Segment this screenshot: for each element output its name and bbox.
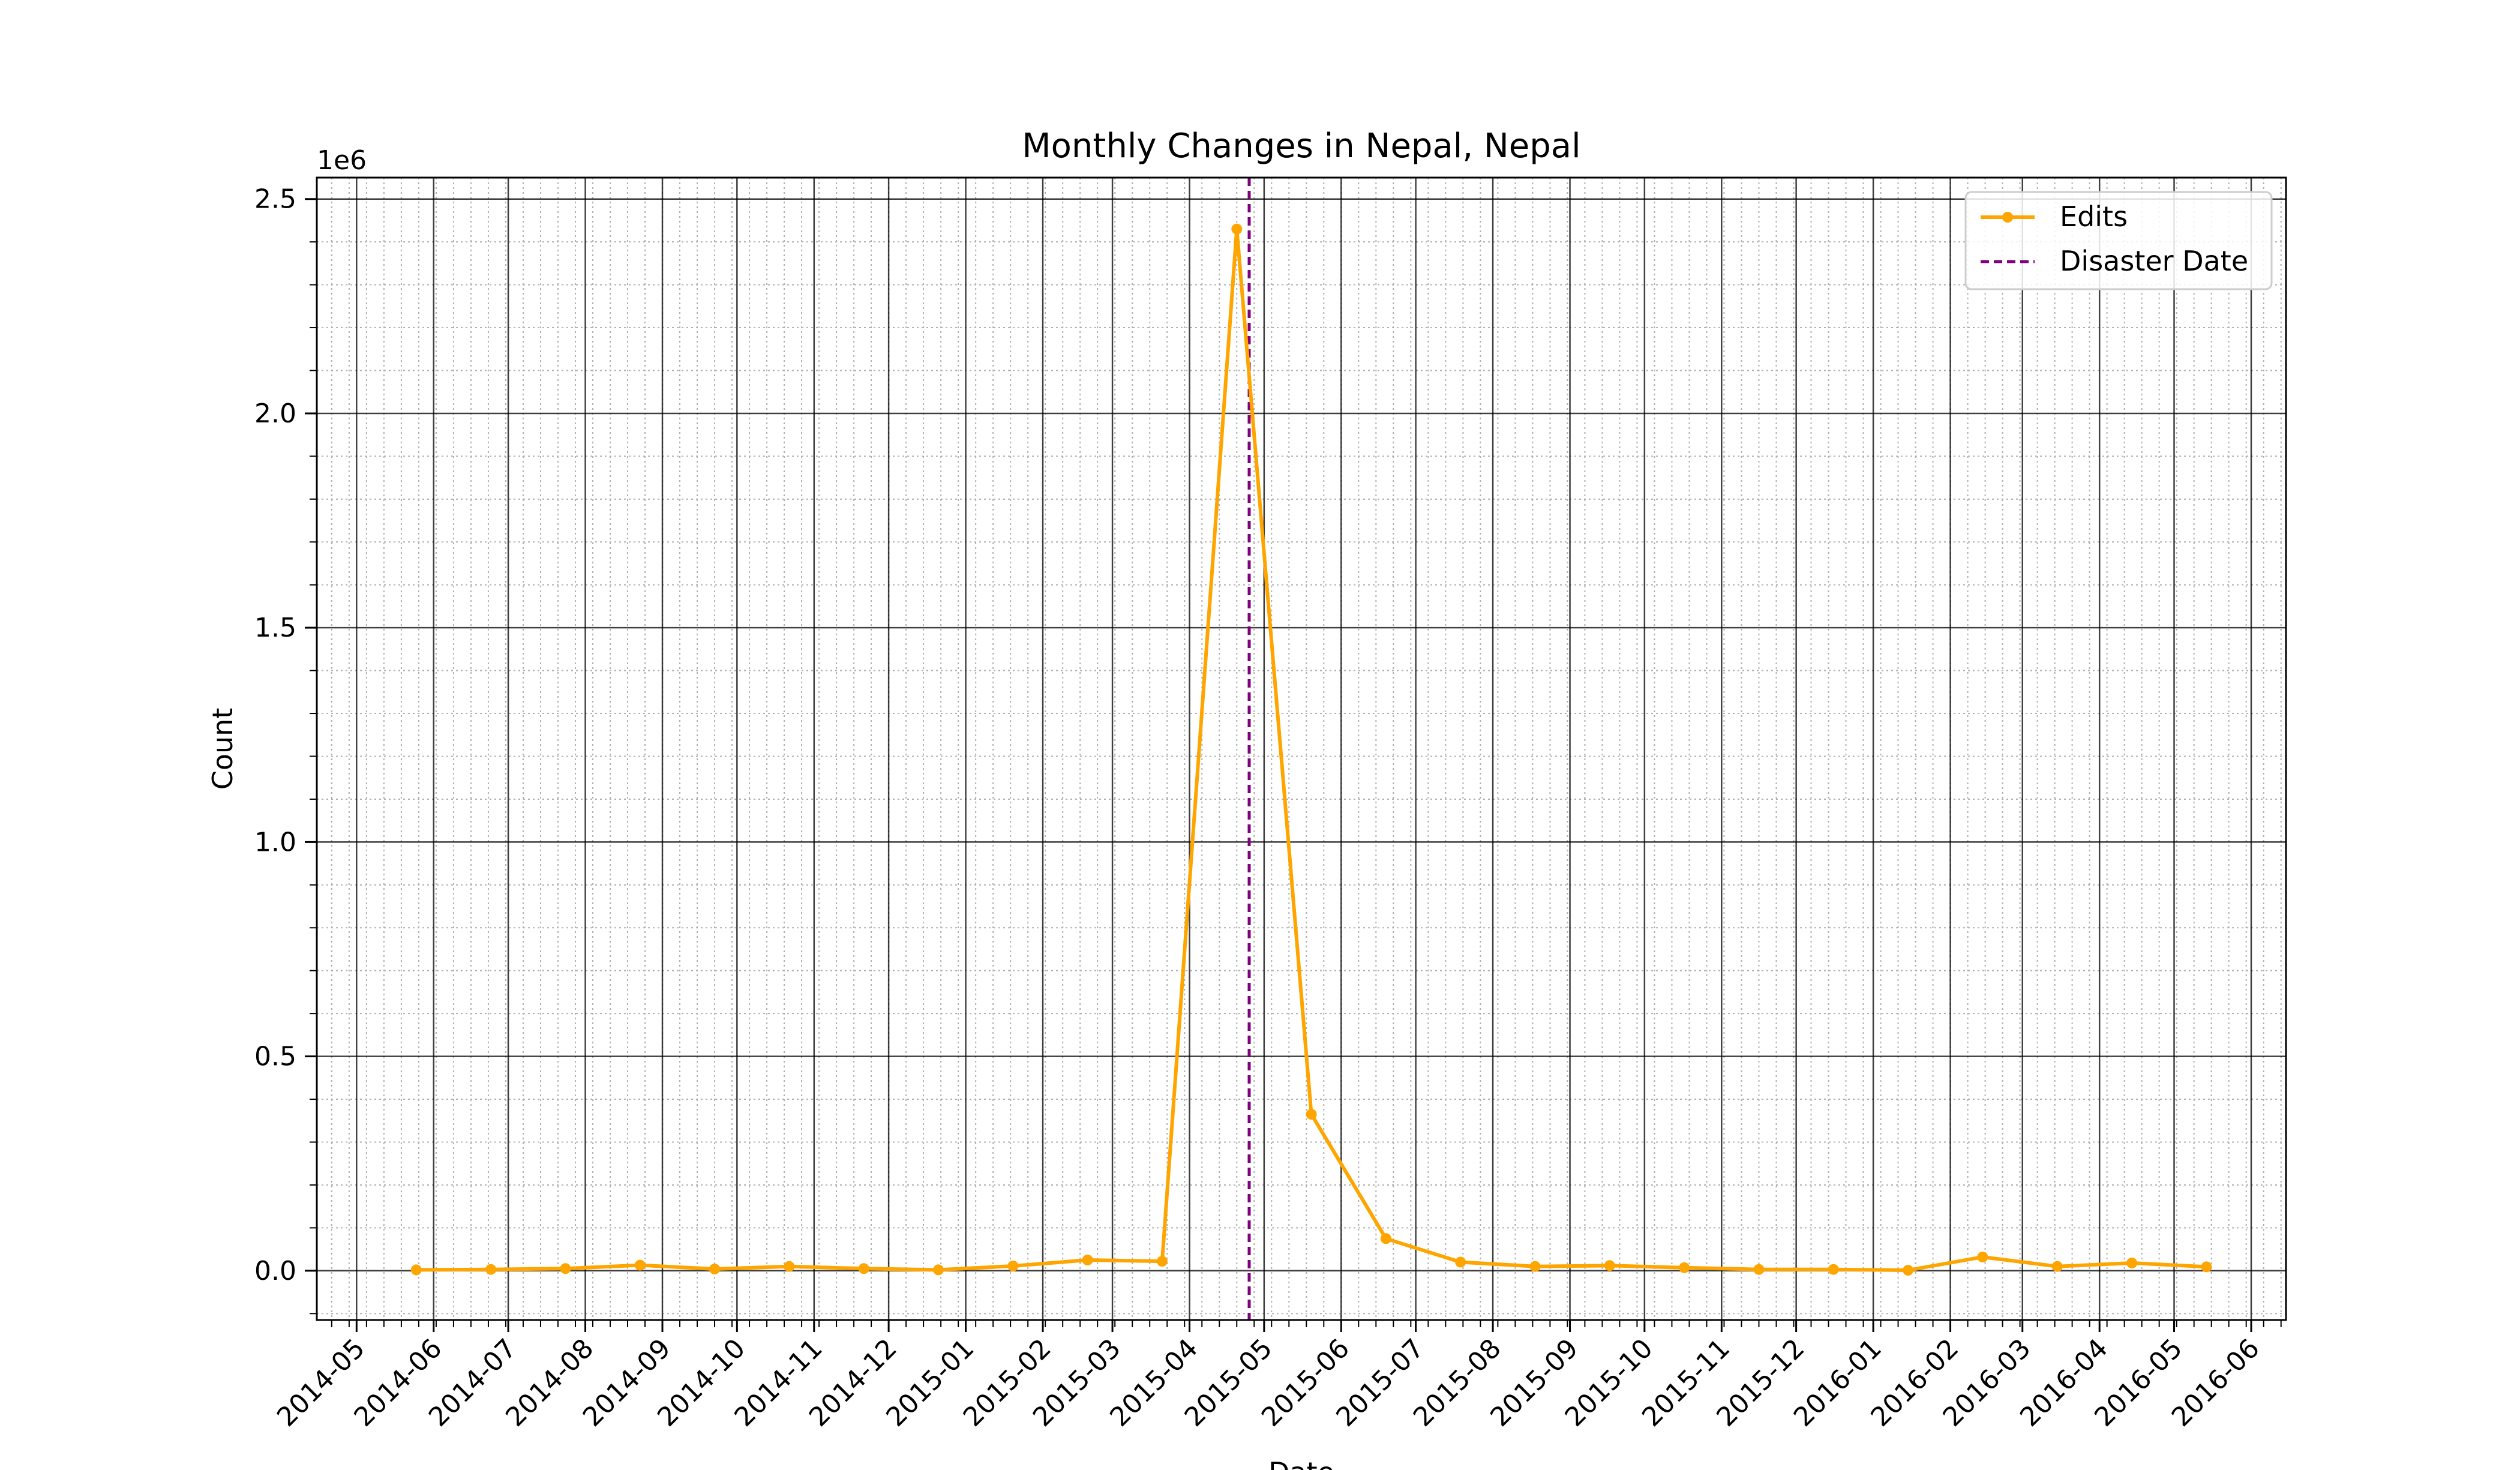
data-point — [1753, 1264, 1765, 1275]
data-point — [1082, 1255, 1093, 1265]
x-axis: 2014-052014-062014-072014-082014-092014-… — [271, 1320, 2282, 1433]
data-point — [1007, 1261, 1019, 1271]
y-tick-label: 2.5 — [254, 184, 296, 215]
data-point — [1156, 1256, 1168, 1267]
data-point — [709, 1264, 720, 1274]
data-point — [2126, 1258, 2138, 1268]
plot-frame — [316, 176, 2287, 1321]
y-tick-label: 2.0 — [254, 398, 296, 429]
legend-label-disaster-date: Disaster Date — [2060, 245, 2248, 277]
data-point — [485, 1264, 497, 1275]
y-tick-label: 0.0 — [254, 1256, 296, 1286]
chart-title: Monthly Changes in Nepal, Nepal — [1022, 127, 1580, 166]
data-point — [784, 1261, 795, 1272]
y-tick-label: 0.5 — [254, 1042, 296, 1072]
data-point — [858, 1263, 869, 1274]
y-axis: 0.0 0.5 1.0 1.5 2.0 2.5 — [254, 184, 317, 1315]
y-tick-label: 1.0 — [254, 827, 296, 857]
data-point — [2051, 1261, 2063, 1272]
data-point — [2201, 1261, 2212, 1273]
data-point — [1604, 1260, 1615, 1271]
data-point — [634, 1259, 646, 1271]
legend: Edits Disaster Date — [1964, 191, 2273, 290]
data-point — [1977, 1252, 1988, 1262]
x-axis-label: Date — [1268, 1456, 1334, 1470]
data-point — [1231, 223, 1243, 235]
legend-box — [1964, 191, 2273, 290]
legend-label-edits: Edits — [2060, 200, 2128, 233]
minor-grid — [317, 178, 2286, 1320]
major-grid — [317, 178, 2286, 1320]
data-point — [1828, 1264, 1839, 1275]
series-layer — [410, 223, 2212, 1276]
data-point — [1679, 1262, 1690, 1273]
y-axis-label: Count — [206, 708, 239, 790]
data-point — [1380, 1233, 1391, 1244]
y-offset-label: 1e6 — [317, 145, 367, 176]
data-point — [1455, 1256, 1466, 1268]
data-point — [560, 1263, 571, 1274]
data-point — [410, 1264, 422, 1276]
data-point — [1529, 1261, 1541, 1272]
y-tick-label: 1.5 — [254, 613, 296, 643]
data-point — [1306, 1109, 1317, 1120]
data-point — [933, 1264, 944, 1276]
data-point — [1903, 1265, 1914, 1276]
legend-marker-edits — [2002, 212, 2013, 223]
